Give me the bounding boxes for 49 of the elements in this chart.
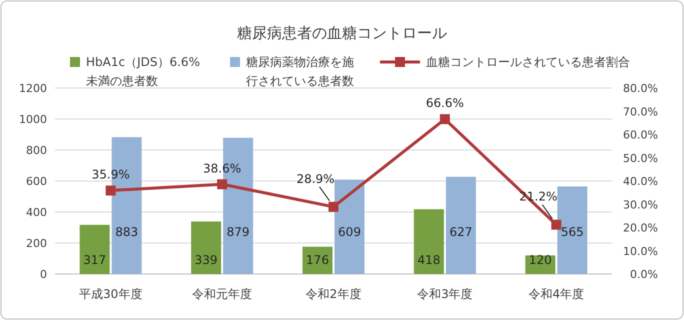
y2-tick-label: 70.0% (623, 105, 658, 118)
y2-tick-label: 30.0% (623, 198, 658, 212)
legend-label: 血糖コントロールされている患者割合 (426, 55, 630, 69)
y2-tick-label: 20.0% (623, 222, 658, 234)
point (440, 114, 450, 124)
data-label: 28.9% (296, 172, 335, 186)
data-label: 879 (226, 225, 250, 239)
y-tick-label: 1000 (19, 113, 47, 126)
y-tick-label: 200 (26, 237, 47, 250)
point (106, 186, 116, 196)
bar (191, 221, 222, 274)
point (328, 202, 338, 212)
y2-tick-label: 80.0% (623, 82, 658, 95)
point (217, 179, 228, 190)
y-tick-label: 600 (26, 175, 47, 188)
y-tick-label: 0 (40, 268, 47, 281)
data-label: 883 (115, 225, 138, 239)
data-label: 609 (338, 225, 361, 239)
data-label: 317 (83, 253, 106, 267)
data-label: 627 (449, 225, 472, 239)
y2-tick-label: 10.0% (623, 244, 658, 258)
data-label: 38.6% (203, 161, 242, 176)
y2-tick-label: 0.0% (630, 268, 658, 281)
bar (414, 209, 444, 274)
y-tick-label: 800 (26, 144, 47, 157)
bar (334, 180, 364, 274)
y2-tick-label: 60.0% (623, 128, 658, 142)
x-tick-label: 令和2年度 (306, 287, 362, 301)
point (551, 220, 562, 230)
data-label: 66.6% (426, 96, 464, 110)
y-tick-label: 1200 (19, 82, 47, 95)
y2-tick-label: 40.0% (623, 175, 658, 188)
chart-title: 糖尿病患者の血糖コントロール (237, 24, 447, 42)
x-tick-label: 令和元年度 (192, 287, 252, 301)
bar (446, 176, 476, 274)
bar (302, 246, 332, 274)
data-label: 418 (417, 253, 440, 267)
y-tick-label: 400 (26, 206, 47, 219)
bar (557, 186, 588, 274)
bar (80, 224, 110, 274)
data-label: 120 (528, 253, 552, 267)
data-label: 339 (194, 253, 218, 267)
x-tick-label: 平成30年度 (79, 287, 142, 301)
x-tick-label: 令和3年度 (417, 287, 473, 301)
y2-tick-label: 50.0% (623, 152, 658, 165)
data-label: 176 (306, 253, 329, 267)
x-tick-label: 令和4年度 (528, 287, 584, 301)
data-label: 35.9% (92, 168, 130, 182)
data-label: 565 (560, 225, 584, 239)
